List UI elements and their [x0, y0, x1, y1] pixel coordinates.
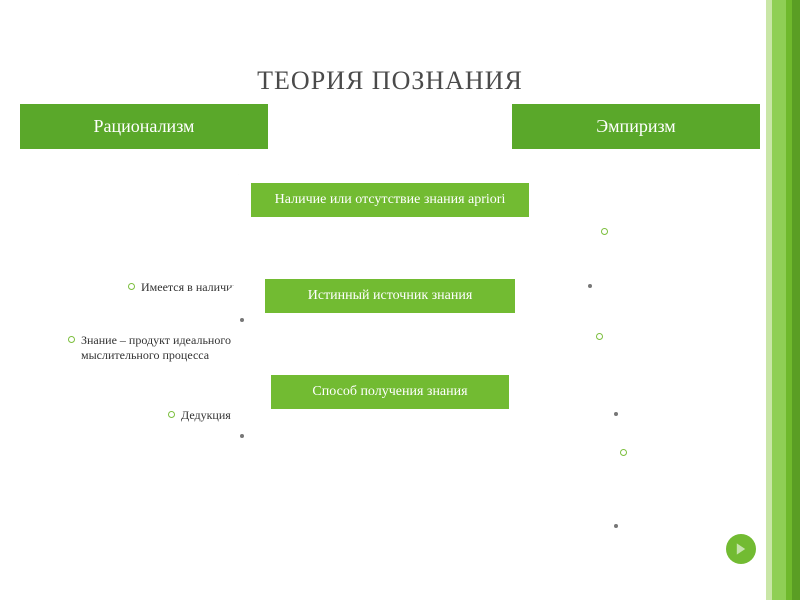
slide: ТЕОРИЯ ПОЗНАНИЯ Рационализм Эмпиризм Нал… — [18, 18, 762, 582]
header-right: Эмпиризм — [512, 104, 760, 149]
page-title: ТЕОРИЯ ПОЗНАНИЯ — [18, 66, 762, 96]
arrow-2-label: Истинный источник знания — [265, 277, 515, 315]
arrow-3-label: Способ получения знания — [271, 373, 509, 411]
play-icon — [734, 542, 748, 556]
arrow-row-1: Наличие или отсутствие знания apriori — [18, 167, 762, 245]
double-arrow-2: Истинный источник знания — [225, 263, 555, 329]
arrow-row-2: Истинный источник знания — [18, 263, 762, 341]
stripe-4 — [792, 0, 800, 600]
stripe-2 — [772, 0, 786, 600]
right-marker-1 — [601, 225, 608, 235]
arrow-row-3: Способ получения знания — [18, 359, 762, 437]
header-row: Рационализм Эмпиризм — [20, 104, 760, 149]
side-stripe — [766, 0, 800, 600]
double-arrow-1: Наличие или отсутствие знания apriori — [211, 167, 569, 233]
arrow-1-label: Наличие или отсутствие знания apriori — [251, 181, 529, 219]
double-arrow-3: Способ получения знания — [231, 359, 549, 425]
next-slide-button[interactable] — [726, 534, 756, 564]
bullet-ring-icon — [620, 449, 627, 456]
right-marker-3 — [620, 446, 627, 456]
right-dot-4 — [614, 520, 618, 528]
bullet-ring-icon — [601, 228, 608, 235]
header-left: Рационализм — [20, 104, 268, 149]
